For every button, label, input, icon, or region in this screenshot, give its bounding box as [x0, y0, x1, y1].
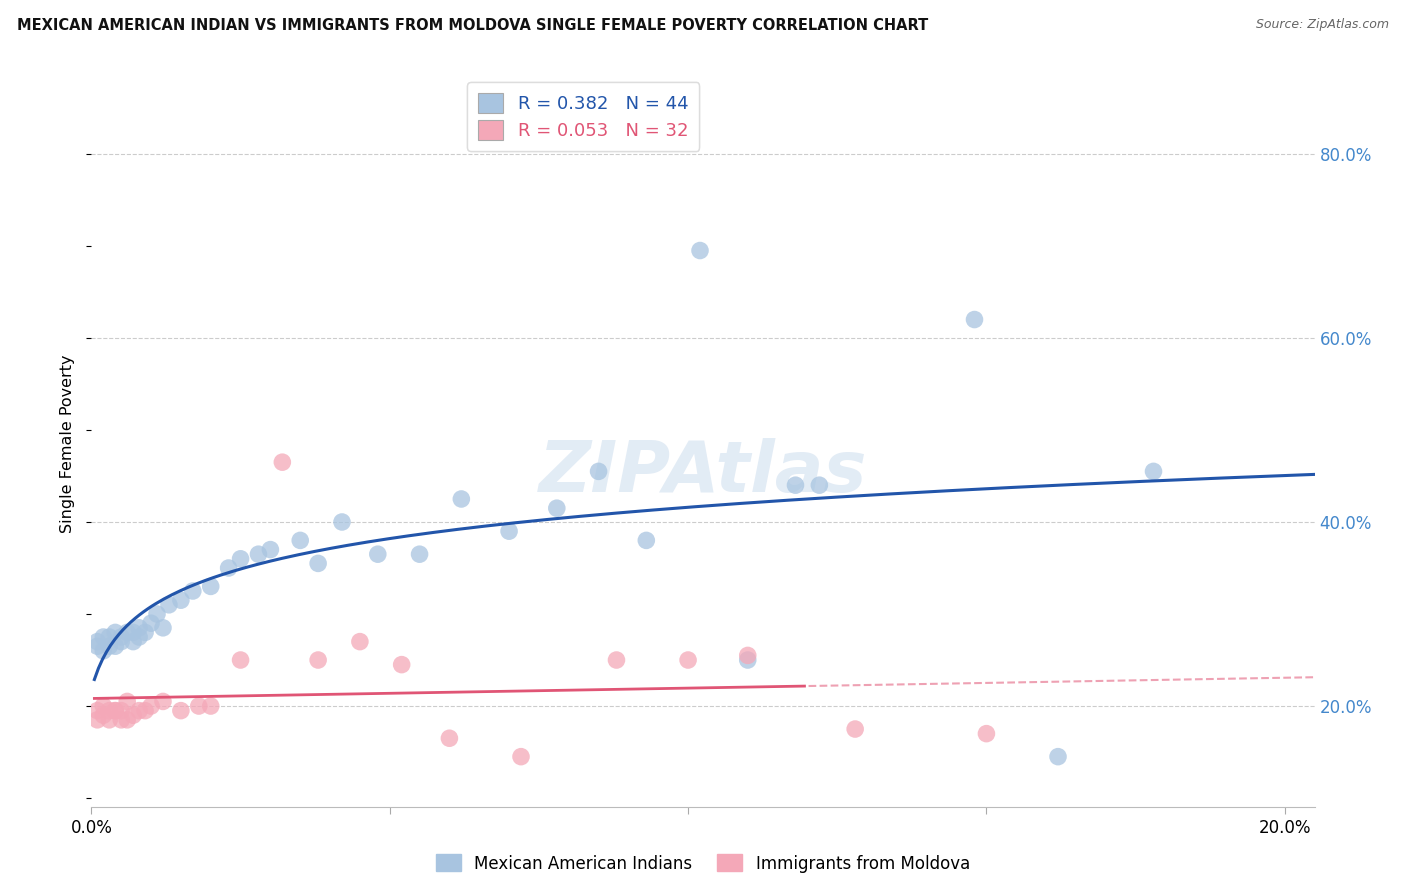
- Point: [91, 630, 114, 644]
- Point: [510, 749, 533, 764]
- Point: [737, 648, 759, 663]
- Point: [86, 639, 108, 653]
- Point: [200, 579, 222, 593]
- Point: [104, 639, 127, 653]
- Point: [450, 491, 472, 506]
- Point: [307, 557, 329, 571]
- Point: [134, 704, 156, 718]
- Point: [86, 713, 108, 727]
- Point: [247, 547, 270, 561]
- Point: [259, 542, 281, 557]
- Point: [110, 704, 132, 718]
- Point: [229, 551, 252, 566]
- Point: [146, 607, 169, 621]
- Point: [98, 630, 121, 644]
- Point: [408, 547, 430, 561]
- Point: [844, 722, 866, 736]
- Point: [91, 644, 114, 658]
- Point: [157, 598, 180, 612]
- Point: [86, 634, 108, 648]
- Text: MEXICAN AMERICAN INDIAN VS IMMIGRANTS FROM MOLDOVA SINGLE FEMALE POVERTY CORRELA: MEXICAN AMERICAN INDIAN VS IMMIGRANTS FR…: [17, 18, 928, 33]
- Point: [330, 515, 353, 529]
- Point: [122, 625, 145, 640]
- Point: [128, 621, 150, 635]
- Point: [104, 704, 127, 718]
- Point: [439, 731, 461, 746]
- Point: [689, 244, 711, 258]
- Point: [181, 584, 204, 599]
- Point: [785, 478, 807, 492]
- Point: [676, 653, 699, 667]
- Point: [170, 593, 193, 607]
- Point: [1047, 749, 1070, 764]
- Point: [128, 630, 150, 644]
- Point: [86, 704, 108, 718]
- Point: [110, 630, 132, 644]
- Point: [808, 478, 831, 492]
- Point: [271, 455, 294, 469]
- Point: [367, 547, 389, 561]
- Point: [636, 533, 658, 548]
- Point: [104, 704, 127, 718]
- Point: [115, 625, 138, 640]
- Point: [139, 699, 162, 714]
- Y-axis label: Single Female Poverty: Single Female Poverty: [60, 354, 76, 533]
- Point: [349, 634, 371, 648]
- Point: [98, 639, 121, 653]
- Point: [104, 625, 127, 640]
- Point: [391, 657, 413, 672]
- Point: [115, 694, 138, 708]
- Point: [963, 312, 986, 326]
- Point: [605, 653, 627, 667]
- Point: [152, 694, 174, 708]
- Point: [98, 704, 121, 718]
- Point: [110, 634, 132, 648]
- Legend: R = 0.382   N = 44, R = 0.053   N = 32: R = 0.382 N = 44, R = 0.053 N = 32: [467, 82, 699, 151]
- Point: [200, 699, 222, 714]
- Point: [588, 464, 610, 478]
- Point: [307, 653, 329, 667]
- Point: [139, 616, 162, 631]
- Point: [976, 726, 998, 740]
- Point: [170, 704, 193, 718]
- Point: [128, 704, 150, 718]
- Point: [115, 713, 138, 727]
- Legend: Mexican American Indians, Immigrants from Moldova: Mexican American Indians, Immigrants fro…: [429, 847, 977, 880]
- Point: [546, 501, 568, 516]
- Point: [110, 713, 132, 727]
- Text: ZIPAtlas: ZIPAtlas: [538, 438, 868, 508]
- Point: [498, 524, 520, 539]
- Point: [91, 699, 114, 714]
- Point: [91, 708, 114, 723]
- Point: [1142, 464, 1164, 478]
- Text: Source: ZipAtlas.com: Source: ZipAtlas.com: [1256, 18, 1389, 31]
- Point: [152, 621, 174, 635]
- Point: [122, 708, 145, 723]
- Point: [134, 625, 156, 640]
- Point: [737, 653, 759, 667]
- Point: [229, 653, 252, 667]
- Point: [218, 561, 240, 575]
- Point: [187, 699, 209, 714]
- Point: [122, 634, 145, 648]
- Point: [98, 713, 121, 727]
- Point: [290, 533, 312, 548]
